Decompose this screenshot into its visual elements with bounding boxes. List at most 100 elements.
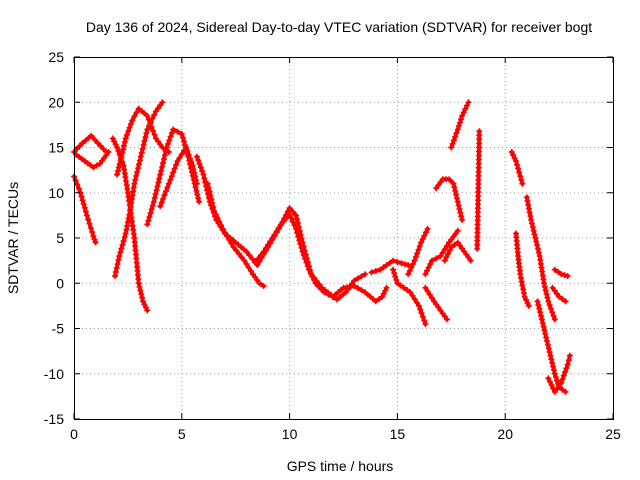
data-point-marker xyxy=(566,352,573,359)
data-point-marker xyxy=(555,268,561,275)
data-point-marker xyxy=(80,201,87,208)
data-point-marker xyxy=(545,298,552,305)
data-point-marker xyxy=(114,144,121,151)
data-point-marker xyxy=(277,222,284,229)
data-point-marker xyxy=(120,146,127,153)
data-point-marker xyxy=(145,217,152,224)
data-point-marker xyxy=(549,359,556,366)
series-arc-c xyxy=(71,173,99,246)
data-point-marker xyxy=(304,259,311,266)
series-arc-p xyxy=(405,225,431,278)
data-point-marker xyxy=(224,233,231,240)
data-point-marker xyxy=(116,160,123,167)
y-tick-label: 25 xyxy=(48,49,64,65)
data-point-marker xyxy=(195,195,202,202)
data-point-marker xyxy=(136,283,143,290)
y-tick-label: -15 xyxy=(44,411,64,427)
data-point-marker xyxy=(538,312,544,319)
data-point-marker xyxy=(358,273,365,280)
data-point-marker xyxy=(459,112,466,119)
x-tick-label: 10 xyxy=(282,426,298,442)
data-point-marker xyxy=(139,145,146,152)
data-point-marker xyxy=(152,135,159,142)
data-point-marker xyxy=(115,168,121,174)
data-point-marker xyxy=(358,287,365,294)
y-tick-label: 0 xyxy=(56,275,64,291)
data-point-marker xyxy=(121,139,128,146)
data-point-marker xyxy=(553,377,560,384)
data-point-marker xyxy=(187,155,193,162)
data-point-marker xyxy=(562,298,569,305)
data-point-marker xyxy=(91,236,98,243)
data-point-marker xyxy=(174,128,181,135)
data-point-marker xyxy=(131,180,138,187)
data-point-marker xyxy=(535,302,542,308)
data-point-marker xyxy=(160,160,166,166)
data-point-marker xyxy=(538,316,545,323)
data-point-marker xyxy=(394,280,401,287)
data-point-marker xyxy=(562,388,569,395)
series-arc-o xyxy=(390,266,429,327)
data-point-marker xyxy=(162,148,169,155)
data-point-marker xyxy=(271,233,278,240)
data-point-marker xyxy=(412,254,419,260)
data-point-marker xyxy=(161,152,168,159)
data-point-marker xyxy=(549,309,556,316)
data-point-marker xyxy=(419,313,426,320)
data-point-marker xyxy=(561,272,568,279)
data-point-marker xyxy=(547,305,554,312)
data-point-marker xyxy=(159,99,166,106)
data-point-marker xyxy=(394,259,401,265)
data-point-marker xyxy=(190,166,197,173)
data-point-marker xyxy=(143,130,150,137)
data-point-marker xyxy=(540,323,547,330)
data-point-marker xyxy=(289,208,296,215)
data-point-marker xyxy=(450,137,457,144)
data-point-marker xyxy=(78,193,85,200)
data-point-marker xyxy=(93,162,100,169)
data-point-marker xyxy=(135,280,142,287)
data-point-marker xyxy=(528,216,535,223)
data-point-marker xyxy=(245,264,252,271)
series-trace xyxy=(194,154,258,265)
data-point-marker xyxy=(246,252,253,259)
data-point-marker xyxy=(354,285,361,292)
data-point-marker xyxy=(463,102,470,109)
data-point-marker xyxy=(219,225,226,232)
data-point-marker xyxy=(247,267,254,274)
data-point-marker xyxy=(129,117,136,124)
data-point-marker xyxy=(564,361,571,368)
data-point-marker xyxy=(542,330,549,337)
data-point-marker xyxy=(269,236,276,243)
data-point-marker xyxy=(523,296,529,303)
data-point-marker xyxy=(144,221,151,228)
data-point-marker xyxy=(410,261,416,267)
data-point-marker xyxy=(537,309,544,316)
data-point-marker xyxy=(134,169,141,176)
series-arc-y xyxy=(523,194,558,323)
data-point-marker xyxy=(124,222,131,229)
data-point-marker xyxy=(171,165,178,172)
data-point-marker xyxy=(559,386,566,393)
data-point-marker xyxy=(380,264,387,271)
data-point-marker xyxy=(196,198,202,205)
data-point-marker xyxy=(294,220,301,227)
data-point-marker xyxy=(158,199,165,206)
data-point-marker xyxy=(209,200,216,207)
data-point-marker xyxy=(141,138,148,144)
data-point-marker xyxy=(543,291,550,298)
data-point-marker xyxy=(426,291,433,298)
data-point-marker xyxy=(184,148,191,155)
data-point-marker xyxy=(135,165,142,172)
data-point-marker xyxy=(534,298,541,305)
data-point-marker xyxy=(92,239,99,246)
series-arc-h xyxy=(157,144,200,210)
data-point-marker xyxy=(82,208,89,215)
data-point-marker xyxy=(418,239,425,246)
grid xyxy=(74,57,613,419)
data-point-marker xyxy=(144,112,151,119)
data-point-marker xyxy=(115,164,122,171)
data-point-marker xyxy=(391,270,398,277)
data-point-marker xyxy=(377,266,384,273)
data-point-marker xyxy=(535,249,542,256)
